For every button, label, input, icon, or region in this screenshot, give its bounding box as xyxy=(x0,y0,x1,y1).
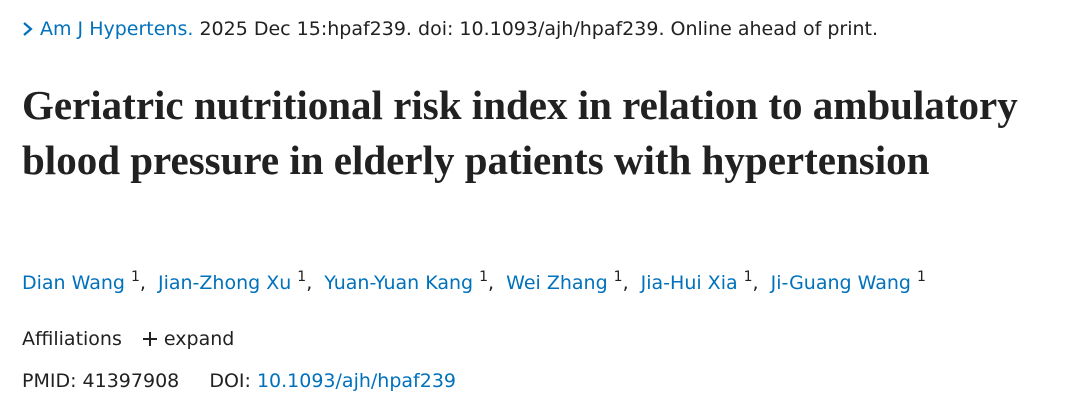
author-name[interactable]: Yuan-Yuan Kang xyxy=(324,272,474,294)
author-separator: , xyxy=(306,272,313,294)
author-separator: , xyxy=(622,272,629,294)
affiliation-ref[interactable]: 1 xyxy=(479,269,489,285)
affiliation-ref[interactable]: 1 xyxy=(916,269,926,285)
author-separator: , xyxy=(139,272,146,294)
author: Jian-Zhong Xu 1, xyxy=(157,269,318,294)
author-separator: , xyxy=(752,272,759,294)
expand-toggle[interactable]: expand xyxy=(163,328,235,350)
author: Dian Wang 1, xyxy=(22,269,152,294)
affiliation-ref[interactable]: 1 xyxy=(743,269,753,285)
affiliation-ref[interactable]: 1 xyxy=(297,269,307,285)
author-name[interactable]: Dian Wang xyxy=(22,272,125,294)
plus-icon[interactable] xyxy=(142,331,158,347)
author-separator: , xyxy=(488,272,495,294)
author: Wei Zhang 1, xyxy=(506,269,634,294)
author-name[interactable]: Jian-Zhong Xu xyxy=(157,272,292,294)
author-list: Dian Wang 1, Jian-Zhong Xu 1, Yuan-Yuan Ka… xyxy=(22,269,926,294)
affiliation-ref[interactable]: 1 xyxy=(130,269,140,285)
author-name[interactable]: Jia-Hui Xia xyxy=(640,272,738,294)
doi-link[interactable]: 10.1093/ajh/hpaf239 xyxy=(256,370,456,392)
journal-link[interactable]: Am J Hypertens. xyxy=(40,18,194,40)
author-name[interactable]: Ji-Guang Wang xyxy=(770,272,911,294)
author: Ji-Guang Wang 1 xyxy=(770,269,926,294)
journal-line: Am J Hypertens. 2025 Dec 15:hpaf239. doi… xyxy=(22,18,878,40)
chevron-icon xyxy=(23,22,33,36)
author-name[interactable]: Wei Zhang xyxy=(506,272,608,294)
pmid-label: PMID: xyxy=(22,370,77,392)
affiliation-ref[interactable]: 1 xyxy=(613,269,623,285)
author: Jia-Hui Xia 1, xyxy=(640,269,765,294)
doi-label: DOI: xyxy=(209,370,251,392)
author: Yuan-Yuan Kang 1, xyxy=(324,269,500,294)
affiliations-row: Affiliations expand xyxy=(22,328,234,350)
article-title: Geriatric nutritional risk index in rela… xyxy=(22,82,1018,183)
affiliations-label: Affiliations xyxy=(22,328,122,350)
identifiers: PMID: 41397908 DOI: 10.1093/ajh/hpaf239 xyxy=(22,370,456,392)
citation: 2025 Dec 15:hpaf239. doi: 10.1093/ajh/hp… xyxy=(199,18,879,40)
pmid: 41397908 xyxy=(82,370,180,392)
